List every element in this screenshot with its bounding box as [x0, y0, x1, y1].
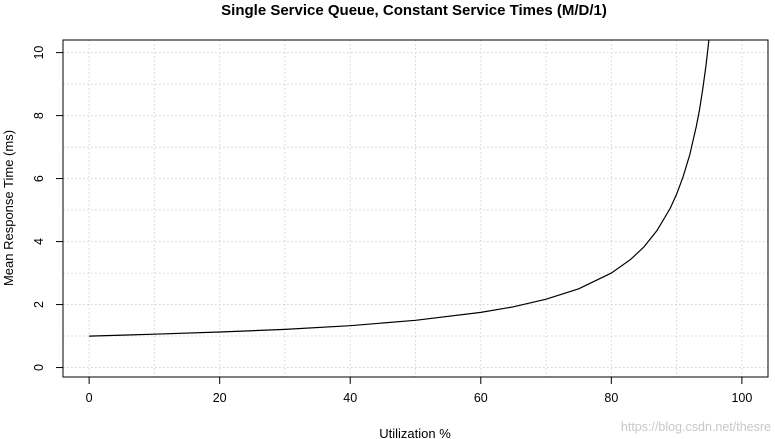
y-tick-label: 6: [32, 175, 46, 182]
x-tick-label: 0: [86, 391, 93, 405]
grid: [63, 40, 768, 377]
y-tick-label: 10: [32, 46, 46, 60]
y-tick-label: 4: [32, 238, 46, 245]
y-tick-label: 8: [32, 112, 46, 119]
series-line: [89, 39, 710, 337]
x-axis: 0 20 40 60 80 100: [86, 377, 752, 405]
watermark: https://blog.csdn.net/thesre: [621, 420, 771, 434]
chart-title: Single Service Queue, Constant Service T…: [221, 2, 607, 19]
x-tick-label: 100: [731, 391, 752, 405]
x-tick-label: 20: [213, 391, 227, 405]
x-tick-label: 40: [343, 391, 357, 405]
y-tick-label: 2: [32, 301, 46, 308]
plot-frame: [62, 39, 769, 378]
y-axis: 0 2 4 6 8 10: [32, 46, 63, 371]
x-tick-label: 80: [604, 391, 618, 405]
y-axis-label: Mean Response Time (ms): [1, 130, 16, 286]
y-tick-label: 0: [32, 364, 46, 371]
x-tick-label: 60: [474, 391, 488, 405]
x-axis-label: Utilization %: [379, 426, 451, 439]
